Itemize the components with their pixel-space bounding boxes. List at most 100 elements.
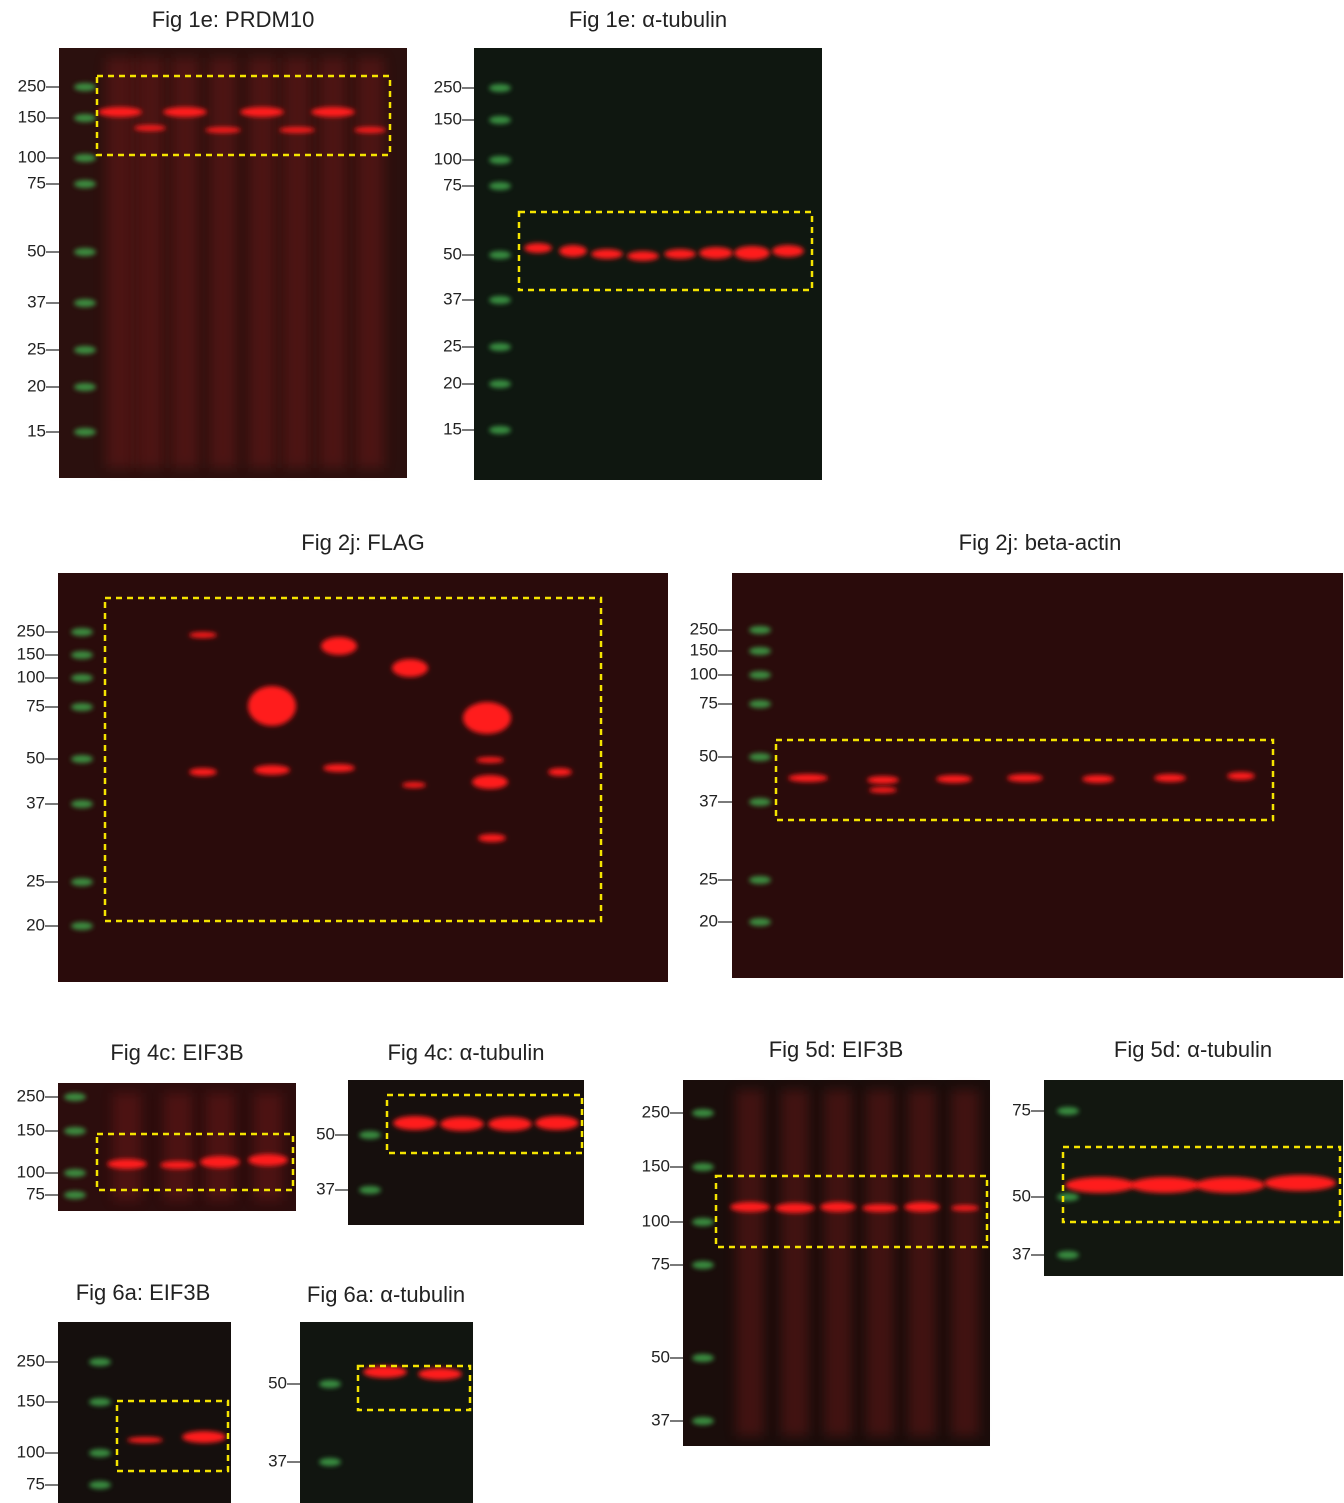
- marker-label: 20: [27, 376, 46, 395]
- protein-band: [488, 1117, 532, 1131]
- protein-band: [951, 1205, 979, 1211]
- ladder-band: [74, 346, 96, 354]
- protein-band: [904, 1202, 940, 1212]
- protein-band: [820, 1202, 856, 1212]
- marker-label: 250: [434, 77, 462, 96]
- ladder-band: [359, 1186, 381, 1194]
- blot-image: [474, 48, 822, 480]
- protein-band: [279, 127, 315, 133]
- protein-band: [418, 1368, 462, 1380]
- marker-label: 37: [443, 289, 462, 308]
- protein-band: [323, 764, 355, 772]
- marker-label: 37: [268, 1451, 287, 1470]
- protein-band: [127, 1437, 163, 1443]
- lane-smear: [951, 1090, 979, 1436]
- marker-label: 50: [651, 1347, 670, 1366]
- marker-label: 20: [699, 911, 718, 930]
- protein-band: [524, 243, 552, 253]
- protein-band: [1130, 1177, 1200, 1193]
- marker-label: 50: [316, 1124, 335, 1143]
- protein-band: [402, 782, 426, 788]
- lane-smear: [736, 1090, 764, 1436]
- lane-smear: [283, 58, 311, 468]
- protein-band: [591, 249, 623, 259]
- panel-title: Fig 1e: α-tubulin: [569, 7, 727, 32]
- ladder-band: [74, 180, 96, 188]
- marker-label: 100: [17, 667, 45, 686]
- ladder-band: [489, 116, 511, 124]
- protein-band: [1007, 774, 1043, 782]
- ladder-band: [71, 703, 93, 711]
- protein-band: [730, 1202, 770, 1212]
- ladder-band: [319, 1380, 341, 1388]
- protein-band: [1195, 1177, 1265, 1193]
- marker-label: 250: [17, 1086, 45, 1105]
- protein-band: [627, 251, 659, 261]
- protein-band: [869, 787, 897, 793]
- ladder-band: [74, 114, 96, 122]
- protein-band: [664, 249, 696, 259]
- marker-label: 50: [27, 241, 46, 260]
- panel-title: Fig 5d: EIF3B: [769, 1037, 904, 1062]
- ladder-band: [749, 626, 771, 634]
- protein-band: [699, 247, 733, 259]
- figure: Fig 1e: PRDM10250150100755037252015Fig 1…: [0, 0, 1344, 1503]
- ladder-band: [749, 671, 771, 679]
- lane-smear: [206, 1093, 234, 1201]
- ladder-band: [71, 878, 93, 886]
- ladder-band: [74, 248, 96, 256]
- marker-label: 250: [17, 1351, 45, 1370]
- ladder-band: [489, 84, 511, 92]
- protein-band: [1227, 772, 1255, 780]
- protein-band: [163, 107, 207, 117]
- marker-label: 15: [27, 421, 46, 440]
- protein-band: [936, 775, 972, 783]
- protein-band: [772, 245, 804, 257]
- protein-band: [393, 1116, 437, 1130]
- lane-smear: [781, 1090, 809, 1436]
- protein-band: [1154, 774, 1186, 782]
- protein-band: [98, 107, 142, 117]
- ladder-band: [89, 1398, 111, 1406]
- marker-label: 75: [1012, 1100, 1031, 1119]
- marker-label: 100: [690, 664, 718, 683]
- marker-label: 37: [316, 1179, 335, 1198]
- ladder-band: [749, 798, 771, 806]
- marker-label: 250: [642, 1102, 670, 1121]
- ladder-band: [489, 182, 511, 190]
- marker-label: 250: [690, 619, 718, 638]
- ladder-band: [749, 918, 771, 926]
- protein-band: [440, 1117, 484, 1131]
- blot-image: [58, 1322, 231, 1503]
- protein-band: [107, 1159, 147, 1169]
- lane-smear: [866, 1090, 894, 1436]
- protein-band: [862, 1204, 898, 1212]
- lane-smear: [164, 1093, 192, 1201]
- ladder-band: [319, 1458, 341, 1466]
- marker-label: 150: [18, 107, 46, 126]
- protein-band: [311, 107, 355, 117]
- ladder-band: [749, 876, 771, 884]
- ladder-band: [89, 1481, 111, 1489]
- protein-band: [160, 1161, 196, 1169]
- protein-band: [734, 246, 770, 260]
- marker-label: 150: [17, 1391, 45, 1410]
- marker-label: 75: [699, 693, 718, 712]
- marker-label: 100: [434, 149, 462, 168]
- panel-title: Fig 1e: PRDM10: [152, 7, 315, 32]
- protein-band: [354, 127, 386, 133]
- lane-smear: [248, 58, 276, 468]
- ladder-band: [489, 380, 511, 388]
- protein-band: [200, 1156, 240, 1168]
- marker-label: 75: [443, 175, 462, 194]
- panel-title: Fig 6a: α-tubulin: [307, 1282, 465, 1307]
- protein-band: [189, 632, 217, 638]
- ladder-band: [489, 296, 511, 304]
- protein-band: [240, 107, 284, 117]
- marker-label: 75: [651, 1254, 670, 1273]
- ladder-band: [74, 154, 96, 162]
- ladder-band: [64, 1191, 86, 1199]
- marker-label: 75: [27, 173, 46, 192]
- protein-band: [205, 127, 241, 133]
- ladder-band: [71, 628, 93, 636]
